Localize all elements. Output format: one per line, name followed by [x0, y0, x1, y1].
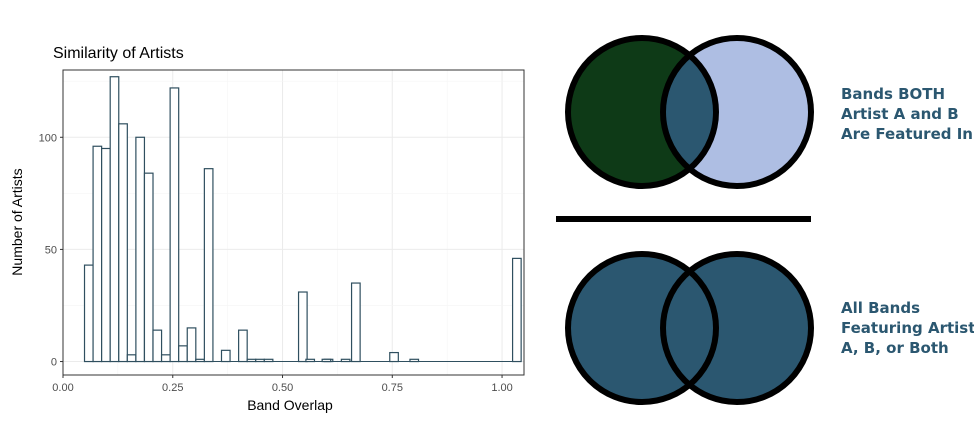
- histogram-bar: [340, 358, 351, 363]
- x-tick-label: 0.00: [52, 382, 73, 394]
- venn-bottom-right-outline: [660, 251, 814, 405]
- histogram-bar: [101, 147, 111, 363]
- histogram-bar: [350, 282, 361, 363]
- histogram-bar: [203, 168, 214, 363]
- histogram-bar: [246, 358, 257, 363]
- histogram-bar: [255, 358, 265, 363]
- venn-intersection-diagram: [565, 35, 814, 189]
- histogram-bar: [220, 349, 231, 363]
- venn-top-intersection: [663, 38, 716, 186]
- x-tick-label: 0.50: [272, 382, 293, 394]
- venn-top-caption-line: Are Featured In: [841, 125, 973, 143]
- venn-bottom-caption-line: All Bands: [841, 299, 921, 317]
- fraction-divider-line: [556, 216, 811, 222]
- y-tick-label: 0: [51, 357, 57, 369]
- y-axis-title: Number of Artists: [9, 168, 25, 275]
- histogram-bar: [135, 136, 146, 363]
- histogram-bar: [169, 87, 180, 363]
- histogram-bar: [160, 354, 171, 363]
- venn-bottom-caption: All Bands Featuring Artist A, B, or Both: [841, 298, 974, 358]
- venn-top-right-outline: [660, 35, 814, 189]
- histogram-bar: [305, 358, 316, 363]
- y-tick-label: 50: [45, 244, 57, 256]
- histogram-bar: [321, 358, 332, 363]
- histogram-bar: [186, 327, 197, 363]
- venn-top-caption-line: Artist A and B: [841, 105, 959, 123]
- venn-union-diagram: [565, 251, 814, 405]
- histogram-bar: [118, 123, 128, 363]
- histogram-bar: [297, 291, 308, 363]
- venn-bottom-caption-line: Featuring Artist: [841, 319, 974, 337]
- histogram-bar: [195, 358, 205, 363]
- x-tick-label: 0.25: [162, 382, 183, 394]
- x-tick-label: 0.75: [382, 382, 403, 394]
- y-axis-ticks: 0 50 100: [39, 132, 63, 369]
- panel-border: [62, 69, 525, 376]
- histogram-bar: [109, 76, 120, 363]
- histogram-bar: [83, 264, 94, 363]
- x-tick-label: 1.00: [491, 382, 512, 394]
- histogram-bar: [178, 345, 188, 363]
- venn-bottom-caption-line: A, B, or Both: [841, 339, 949, 357]
- histogram-bar: [511, 257, 522, 363]
- histogram-bar: [238, 329, 248, 363]
- x-axis-ticks: 0.00 0.25 0.50 0.75 1.00: [52, 375, 513, 394]
- histogram-bar: [126, 354, 137, 363]
- histogram-bar: [152, 329, 163, 363]
- venn-top-caption-line: Bands BOTH: [841, 85, 946, 103]
- venn-top-left-outline: [565, 35, 719, 189]
- histogram-bar: [263, 358, 274, 363]
- venn-top-caption: Bands BOTH Artist A and B Are Featured I…: [841, 84, 973, 144]
- histogram-bar: [92, 145, 103, 363]
- histogram-chart: Similarity of Artists 0 50 100 0.00 0.25 0.5…: [9, 45, 525, 413]
- x-axis-title: Band Overlap: [247, 397, 333, 413]
- venn-bottom-left-outline: [565, 251, 719, 405]
- chart-title: Similarity of Artists: [53, 45, 184, 62]
- histogram-bar: [389, 351, 399, 363]
- grid-lines: [62, 70, 524, 375]
- y-tick-label: 100: [39, 132, 57, 144]
- bars: [83, 76, 522, 363]
- histogram-bar: [409, 358, 420, 363]
- histogram-bar: [143, 172, 154, 363]
- venn-bottom-right-circle: [663, 254, 811, 402]
